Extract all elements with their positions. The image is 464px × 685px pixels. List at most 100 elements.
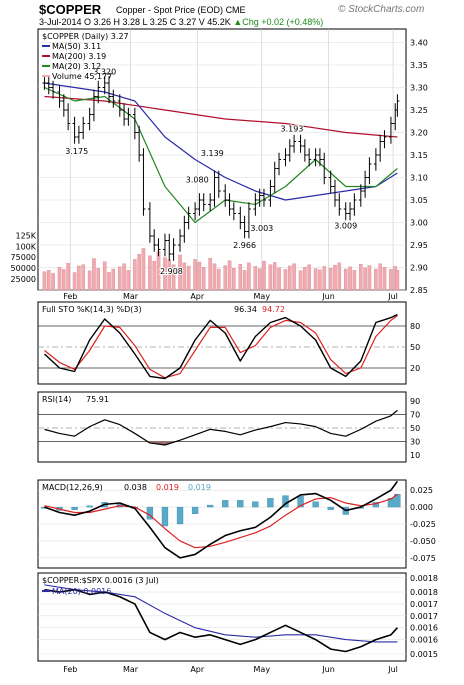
month-label: Apr: [190, 292, 205, 301]
macd-signal-value: 0.019: [156, 483, 179, 492]
ratio-tick-label: 0.0016: [410, 636, 438, 645]
volume-bar: [298, 270, 303, 291]
ratio-tick-label: 0.0016: [410, 624, 438, 633]
price-tick-label: 3.05: [410, 196, 428, 205]
volume-bar: [333, 264, 337, 291]
ratio-tick-label: 0.0018: [410, 588, 438, 597]
bottom-month-label: May: [254, 665, 271, 674]
volume-bar: [268, 264, 273, 291]
macd-hist-value: 0.019: [188, 483, 211, 492]
symbol-title: $COPPER: [39, 2, 102, 17]
price-annotation: 2.966: [233, 241, 256, 250]
macd-histogram-bar: [191, 506, 199, 514]
volume-bar: [227, 260, 232, 291]
volume-bar: [374, 268, 378, 291]
volume-bar: [313, 268, 318, 291]
volume-bar: [102, 261, 107, 291]
price-annotation: 3.009: [334, 221, 357, 230]
bottom-month-label: Feb: [63, 665, 77, 674]
volume-bar: [303, 267, 307, 291]
volume-bar: [318, 269, 322, 291]
volume-bar: [148, 255, 152, 291]
volume-bar: [217, 268, 221, 291]
month-label: Mar: [123, 292, 139, 301]
stochastic-panel: [37, 301, 407, 385]
volume-bar: [62, 269, 66, 291]
macd-histogram-bar: [267, 498, 274, 508]
ratio-line: [44, 588, 398, 653]
price-tick-label: 3.20: [410, 129, 428, 138]
volume-bar: [152, 260, 156, 291]
ma200-line: [44, 95, 398, 138]
quote-change-value: Chg +0.02 (+0.48%): [242, 17, 324, 27]
macd-tick-label: 0.000: [410, 503, 433, 512]
volume-bar: [81, 264, 85, 291]
bottom-month-label: Jul: [387, 665, 398, 674]
volume-bar: [92, 258, 96, 291]
price-annotation: 2.908: [160, 267, 183, 276]
price-tick-label: 3.10: [410, 174, 428, 183]
macd-histogram-bar: [372, 502, 380, 508]
volume-bar: [47, 270, 51, 291]
macd-histogram-bar: [312, 501, 319, 508]
month-label: Jun: [321, 292, 335, 301]
month-label: Jul: [387, 292, 398, 301]
bottom-month-label: Mar: [123, 665, 139, 674]
price-annotation: 3.193: [280, 125, 303, 134]
price-tick-label: 3.00: [410, 219, 428, 228]
volume-bar: [232, 267, 236, 291]
macd-histogram-bar: [297, 496, 304, 508]
ratio-ma-label: MA(20) 0.0016: [52, 587, 111, 596]
quote-values: 3-Jul-2014 O 3.26 H 3.28 L 3.25 C 3.27 V…: [39, 17, 231, 27]
volume-bar: [253, 266, 258, 291]
macd-line: [44, 480, 399, 559]
legend-entry: Volume 45,177: [52, 72, 112, 81]
macd-tick-label: -0.025: [410, 520, 436, 529]
macd-histogram-bar: [71, 506, 78, 510]
volume-bar: [186, 265, 191, 291]
macd-value: 0.038: [124, 483, 147, 492]
macd-title: MACD(12,26,9): [42, 483, 103, 492]
volume-bar: [378, 263, 382, 291]
bottom-month-label: Apr: [190, 665, 205, 674]
volume-bar: [382, 267, 387, 291]
volume-bar: [163, 257, 167, 291]
volume-bar: [77, 265, 81, 291]
legend-entry: MA(50) 3.11: [52, 42, 101, 51]
rsi-tick-label: 50: [410, 424, 420, 433]
price-tick-label: 2.85: [410, 286, 428, 295]
ratio-panel: [37, 572, 407, 662]
instrument-name: Copper - Spot Price (EOD) CME: [116, 5, 246, 15]
price-annotation: 3.080: [186, 176, 209, 185]
stochastic-tick-label: 80: [410, 322, 420, 331]
rsi-tick-label: 90: [410, 397, 420, 406]
volume-bar: [212, 263, 217, 291]
rsi-value: 75.91: [86, 395, 109, 404]
volume-bar: [122, 263, 126, 291]
volume-tick-label: 50000: [11, 264, 36, 273]
price-annotation: 3.320: [93, 68, 116, 77]
volume-bar: [395, 270, 400, 291]
volume-bar: [137, 253, 141, 291]
exchange-label: CME: [225, 5, 246, 15]
volume-bar: [247, 262, 251, 291]
volume-bar: [72, 272, 77, 291]
legend-entry: MA(20) 3.12: [52, 62, 101, 71]
volume-bar: [107, 271, 111, 291]
macd-histogram-bar: [176, 506, 184, 525]
volume-bar: [141, 248, 146, 291]
ratio-tick-label: 0.0017: [410, 600, 438, 609]
price-panel: [37, 28, 407, 291]
volume-bar: [133, 259, 137, 291]
stochastic-k-value: 96.34: [234, 305, 257, 314]
volume-bar: [111, 268, 116, 291]
macd-histogram-bar: [327, 506, 334, 510]
volume-bar: [238, 264, 243, 291]
rsi-tick-label: 30: [410, 438, 420, 447]
ratio-tick-label: 0.0018: [410, 574, 438, 583]
macd-tick-label: -0.075: [410, 554, 436, 563]
volume-bar: [96, 267, 101, 291]
volume-bar: [201, 267, 206, 291]
